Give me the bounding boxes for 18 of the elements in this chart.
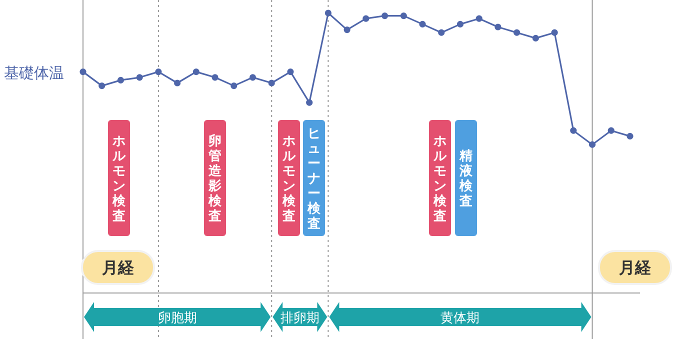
y-axis-title: 基礎体温: [4, 64, 64, 82]
annotation: ホルモン検査: [112, 134, 126, 224]
label-box: ヒューナー検査: [303, 120, 325, 236]
annotation: 月経: [618, 258, 652, 277]
text: 黄体期: [440, 311, 480, 326]
annotation: ホルモン検査: [282, 134, 296, 224]
text: 卵胞期: [158, 311, 197, 326]
annotation: 精液検査: [458, 149, 474, 209]
annotation: 卵管造影検査: [208, 133, 222, 224]
annotation: ヒューナー検査: [306, 126, 322, 232]
label-box: ホルモン検査: [278, 120, 300, 236]
label-box: ホルモン検査: [429, 120, 451, 236]
label-box: ホルモン検査: [108, 120, 130, 236]
text: 排卵期: [280, 311, 320, 326]
label-box: 卵管造影検査: [204, 120, 226, 236]
annotation: ホルモン検査: [432, 134, 448, 224]
annotation: 月経: [101, 258, 135, 277]
label-box: 精液検査: [455, 120, 477, 236]
